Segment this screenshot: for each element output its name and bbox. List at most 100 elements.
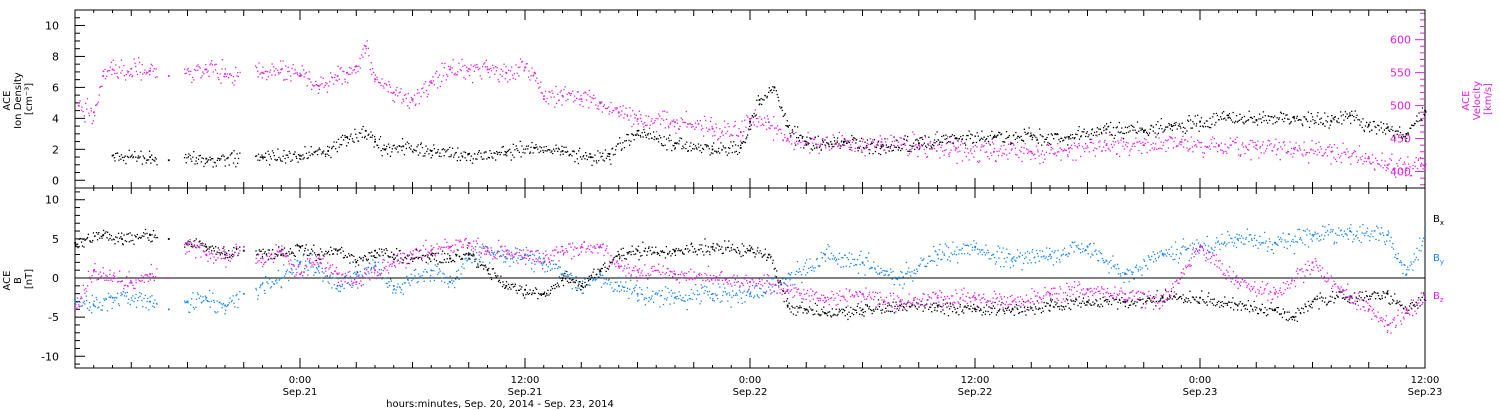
by-point — [629, 288, 631, 290]
by-point — [625, 281, 627, 283]
velocity-point — [550, 96, 552, 98]
by-point — [620, 281, 622, 283]
density-point — [1253, 116, 1255, 118]
bx-point — [89, 240, 91, 242]
by-point — [1011, 257, 1014, 260]
velocity-point — [1176, 144, 1178, 147]
density-point — [1160, 118, 1162, 120]
density-point — [458, 156, 460, 158]
density-point — [874, 150, 876, 153]
velocity-point — [933, 141, 935, 144]
density-point — [1360, 121, 1362, 123]
bx-point — [354, 259, 356, 261]
density-point — [1405, 140, 1407, 142]
by-point — [660, 294, 663, 297]
density-point — [327, 145, 329, 148]
density-point — [1385, 127, 1387, 130]
bx-point — [116, 236, 118, 239]
bx-point — [274, 258, 276, 260]
by-point — [1214, 246, 1216, 248]
by-point — [1101, 257, 1104, 260]
velocity-point — [643, 126, 645, 128]
density-point — [1087, 136, 1089, 138]
by-point — [982, 249, 984, 251]
density-point — [313, 151, 315, 153]
by-point — [1186, 247, 1188, 249]
velocity-point — [1045, 151, 1047, 154]
by-point — [1009, 253, 1011, 255]
velocity-point — [273, 66, 275, 68]
velocity-point — [1320, 148, 1323, 150]
density-point — [960, 135, 962, 138]
density-point — [1368, 123, 1370, 126]
velocity-point — [457, 71, 459, 73]
by-point — [1028, 252, 1030, 254]
by-point — [1180, 253, 1182, 255]
density-point — [347, 137, 349, 139]
by-point — [707, 294, 709, 296]
by-point — [1224, 241, 1226, 243]
density-point — [485, 151, 487, 153]
velocity-point — [910, 149, 912, 151]
by-point — [1024, 252, 1026, 254]
bx-point — [225, 256, 227, 259]
bx-point — [227, 257, 229, 259]
bx-point — [329, 254, 331, 256]
velocity-point — [969, 150, 972, 152]
bx-point — [85, 238, 87, 241]
density-point — [440, 155, 442, 158]
density-point — [324, 153, 326, 155]
density-point — [1130, 124, 1132, 126]
by-point — [217, 311, 219, 313]
by-point — [1402, 272, 1404, 274]
bx-point — [310, 252, 312, 254]
density-point — [1166, 126, 1168, 128]
density-point — [537, 148, 539, 150]
density-point — [576, 158, 578, 160]
density-point — [851, 135, 853, 137]
by-point — [273, 282, 275, 285]
velocity-point — [1405, 175, 1407, 177]
density-point — [378, 138, 381, 140]
by-point — [1421, 244, 1423, 247]
by-point — [736, 294, 738, 296]
bx-point — [342, 250, 344, 252]
density-point — [483, 152, 485, 154]
density-point — [589, 153, 591, 155]
density-point — [1022, 140, 1025, 142]
by-point — [908, 267, 910, 269]
by-point — [107, 292, 110, 295]
velocity-point — [288, 70, 290, 72]
by-point — [958, 253, 960, 255]
by-point — [818, 265, 820, 267]
density-point — [1126, 126, 1129, 129]
velocity-point — [730, 133, 732, 136]
density-point — [486, 158, 488, 160]
density-point — [1039, 134, 1041, 136]
by-point — [1225, 245, 1227, 247]
density-point — [1337, 117, 1340, 120]
velocity-point — [1301, 153, 1303, 155]
by-point — [831, 258, 834, 260]
by-point — [991, 254, 993, 256]
velocity-point — [1227, 146, 1229, 148]
velocity-point — [712, 135, 714, 137]
by-point — [1141, 267, 1143, 269]
by-point — [869, 268, 871, 270]
velocity-point — [800, 141, 802, 144]
by-point — [1135, 266, 1137, 269]
velocity-point — [1292, 156, 1294, 158]
velocity-point — [290, 80, 292, 82]
by-point — [876, 273, 879, 275]
by-point — [352, 284, 354, 287]
velocity-point — [1254, 141, 1256, 144]
by-point — [570, 272, 572, 274]
density-point — [1314, 120, 1316, 122]
by-point — [1227, 231, 1229, 233]
density-point — [284, 162, 287, 164]
density-point — [1138, 130, 1140, 132]
density-point — [548, 149, 550, 151]
velocity-point — [592, 98, 594, 100]
density-point — [738, 151, 741, 154]
density-point — [201, 157, 203, 159]
